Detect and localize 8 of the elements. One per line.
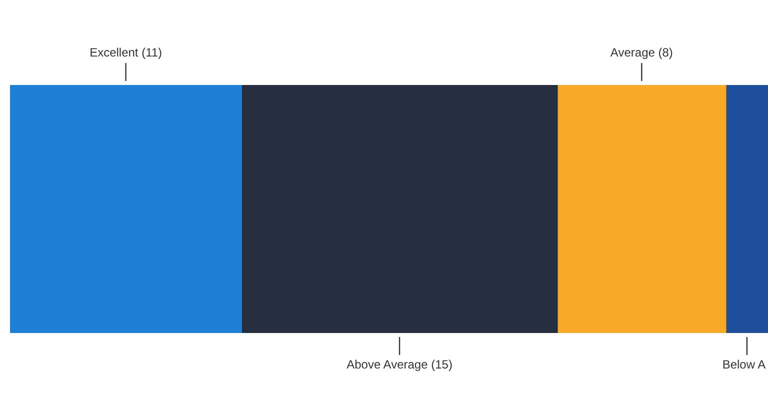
data-label: Average (8) (610, 45, 673, 60)
data-label: Excellent (11) (90, 45, 162, 60)
bar (557, 85, 726, 333)
data-label: Above Average (15) (346, 357, 452, 372)
bar (241, 85, 558, 333)
data-label: Below A (722, 357, 766, 372)
bar (10, 85, 242, 333)
bar (726, 85, 768, 333)
